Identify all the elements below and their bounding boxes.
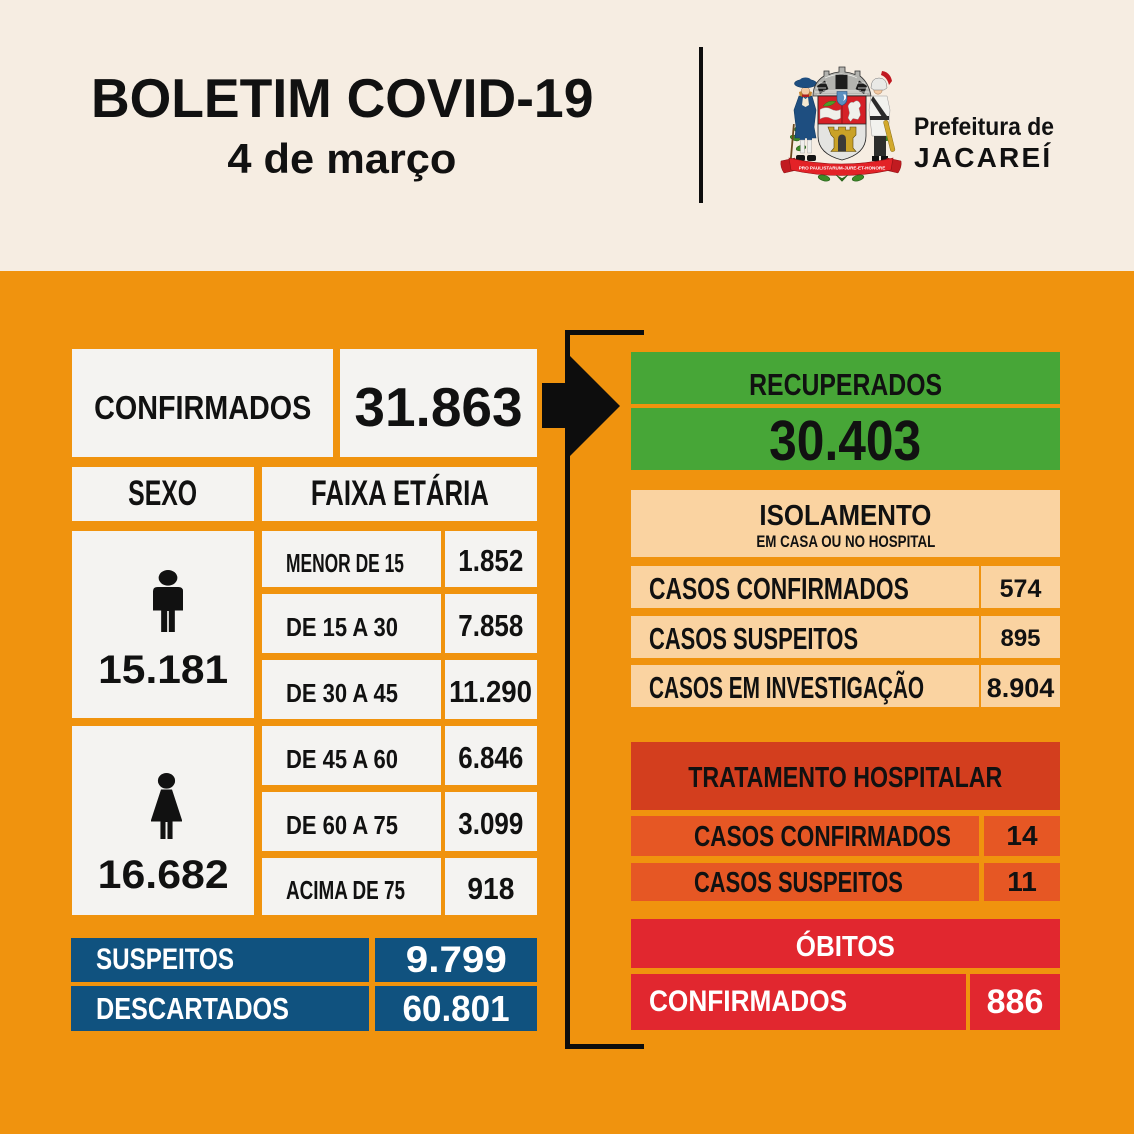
svg-text:PRO PAULISTARUM-JURE-ET-HONORE: PRO PAULISTARUM-JURE-ET-HONORE: [799, 166, 886, 171]
